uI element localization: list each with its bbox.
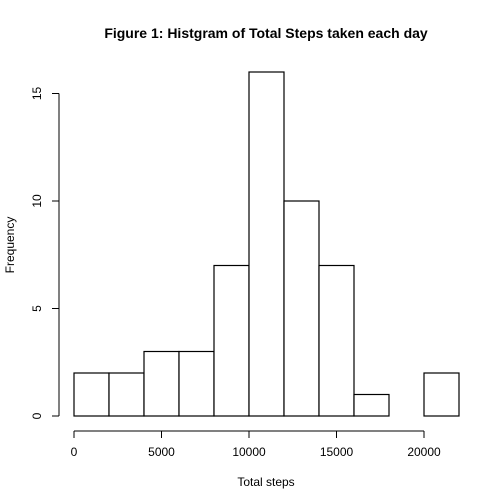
y-tick-label: 15 <box>30 87 44 101</box>
histogram-bar <box>353 393 390 417</box>
histogram-bar <box>248 71 285 417</box>
y-axis: 0 5 10 15 <box>30 87 60 419</box>
histogram-bar <box>73 372 110 417</box>
y-tick-label: 0 <box>30 412 44 419</box>
x-tick-label: 5000 <box>148 445 175 459</box>
x-tick-label: 10000 <box>232 445 266 459</box>
histogram-bar <box>318 264 355 417</box>
y-axis-label: Frequency <box>3 217 17 274</box>
histogram-bar <box>178 350 215 417</box>
histogram-bar <box>143 350 180 417</box>
x-tick-label: 20000 <box>407 445 441 459</box>
histogram-bar <box>213 264 250 417</box>
bars-group <box>73 71 460 417</box>
x-axis-label: Total steps <box>237 475 294 489</box>
y-tick-label: 5 <box>30 305 44 312</box>
histogram-bar <box>423 372 460 417</box>
y-tick-label: 10 <box>30 194 44 208</box>
chart-title: Figure 1: Histgram of Total Steps taken … <box>104 25 428 41</box>
histogram-bar <box>283 200 320 417</box>
histogram-bar <box>108 372 145 417</box>
x-tick-label: 0 <box>71 445 78 459</box>
x-tick-label: 15000 <box>320 445 354 459</box>
x-axis: 0 5000 10000 15000 20000 <box>71 430 441 459</box>
